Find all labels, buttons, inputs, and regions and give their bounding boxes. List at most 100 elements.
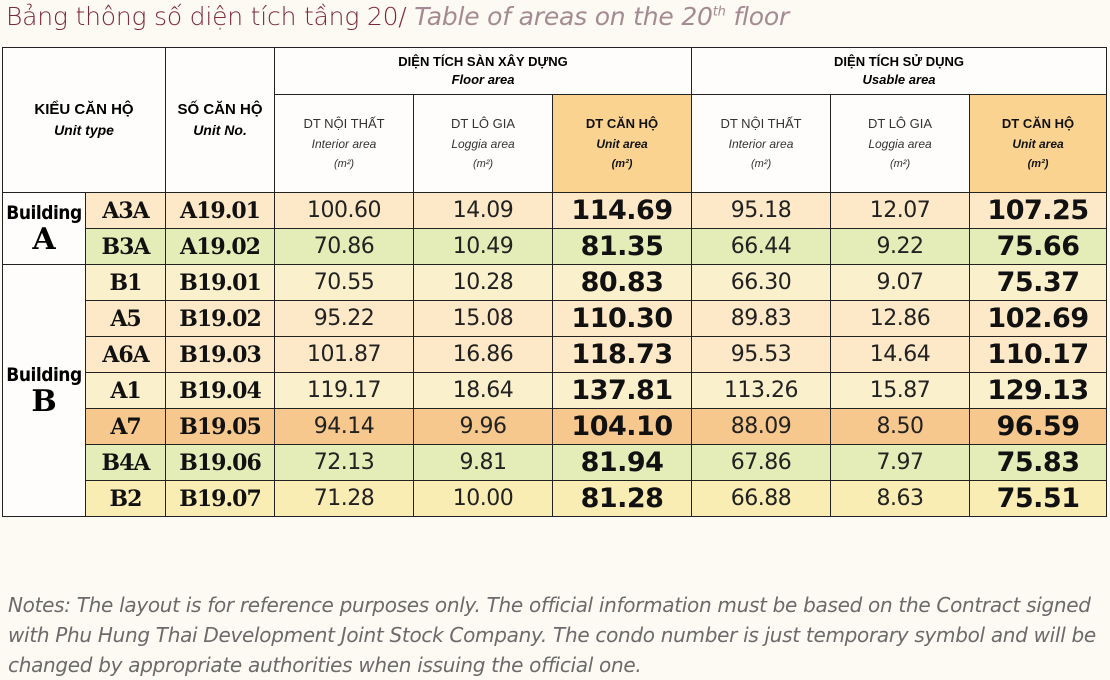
header-usable-interior: DT NỘI THẤT Interior area (m²) (691, 94, 832, 193)
building-letter: B (31, 383, 57, 419)
floor-unit-area-cell: 81.28 (552, 480, 693, 517)
usable-interior-cell: 67.86 (691, 444, 832, 481)
header-unit-type: KIỂU CĂN HỘ Unit type (1, 47, 167, 193)
table-row: A6A B19.03 101.87 16.86 118.73 95.53 14.… (3, 336, 1108, 373)
usable-unit-area-cell: 102.69 (969, 300, 1108, 337)
header-usable-loggia: DT LÔ GIA Loggia area (m²) (830, 94, 971, 193)
floor-interior-cell: 72.13 (274, 444, 415, 481)
header-unit-label: (m²) (333, 157, 355, 170)
usable-interior-cell: 95.53 (691, 336, 832, 373)
floor-loggia-cell: 10.28 (413, 264, 554, 301)
area-table: KIỂU CĂN HỘ Unit type SỐ CĂN HỘ Unit No.… (1, 47, 1108, 517)
usable-interior-cell: 89.83 (691, 300, 832, 337)
title-en: Table of areas on the 20th floor (414, 2, 789, 31)
floor-loggia-cell: 15.08 (413, 300, 554, 337)
building-label: Building (6, 201, 82, 224)
unit-type-cell: A1 (84, 372, 167, 409)
header-label-vi: DT CĂN HỘ (585, 115, 659, 131)
header-floor-unit-area: DT CĂN HỘ Unit area (m²) (552, 94, 693, 193)
header-unit-no: SỐ CĂN HỘ Unit No. (165, 47, 276, 193)
header-label-en: Unit area (596, 136, 648, 151)
floor-loggia-cell: 10.00 (413, 480, 554, 517)
header-label-en: Interior area (311, 136, 377, 151)
header-unit-label: (m²) (472, 157, 494, 170)
usable-interior-cell: 88.09 (691, 408, 832, 445)
header-floor-area-en: Floor area (451, 72, 515, 87)
usable-interior-cell: 66.30 (691, 264, 832, 301)
header-unit-label: (m²) (1027, 157, 1049, 170)
building-b-label: Building B (2, 264, 86, 517)
header-label-en: Loggia area (868, 136, 932, 151)
header-unit-label: (m²) (750, 157, 772, 170)
header-usable-area-vi: DIỆN TÍCH SỬ DỤNG (834, 54, 965, 69)
usable-unit-area-cell: 107.25 (969, 192, 1108, 229)
floor-interior-cell: 70.55 (274, 264, 415, 301)
unit-no-cell: B19.07 (165, 480, 276, 517)
building-a-label: Building A (2, 192, 86, 265)
floor-unit-area-cell: 104.10 (552, 408, 693, 445)
building-label: Building (6, 363, 82, 386)
usable-loggia-cell: 15.87 (830, 372, 971, 409)
title-en-prefix: Table of areas on the 20 (414, 2, 713, 31)
usable-loggia-cell: 12.07 (830, 192, 971, 229)
usable-interior-cell: 66.44 (691, 228, 832, 265)
floor-loggia-cell: 16.86 (413, 336, 554, 373)
table-row: A5 B19.02 95.22 15.08 110.30 89.83 12.86… (3, 300, 1108, 337)
floor-interior-cell: 101.87 (274, 336, 415, 373)
floor-interior-cell: 100.60 (274, 192, 415, 229)
usable-loggia-cell: 12.86 (830, 300, 971, 337)
usable-unit-area-cell: 75.83 (969, 444, 1108, 481)
unit-type-cell: A3A (84, 192, 167, 229)
usable-unit-area-cell: 75.37 (969, 264, 1108, 301)
header-usable-area-en: Usable area (862, 72, 936, 87)
floor-interior-cell: 94.14 (274, 408, 415, 445)
unit-type-cell: B4A (84, 444, 167, 481)
usable-loggia-cell: 14.64 (830, 336, 971, 373)
header-unit-label: (m²) (611, 157, 633, 170)
floor-interior-cell: 119.17 (274, 372, 415, 409)
floor-loggia-cell: 9.96 (413, 408, 554, 445)
header-unit-no-en: Unit No. (193, 122, 247, 138)
header-unit-type-en: Unit type (54, 122, 114, 138)
floor-loggia-cell: 14.09 (413, 192, 554, 229)
unit-type-cell: A7 (84, 408, 167, 445)
unit-no-cell: B19.04 (165, 372, 276, 409)
floor-unit-area-cell: 114.69 (552, 192, 693, 229)
unit-no-cell: B19.02 (165, 300, 276, 337)
header-label-en: Loggia area (451, 136, 515, 151)
title-en-suffix: floor (725, 2, 790, 31)
floor-loggia-cell: 10.49 (413, 228, 554, 265)
usable-loggia-cell: 8.50 (830, 408, 971, 445)
table-row: A1 B19.04 119.17 18.64 137.81 113.26 15.… (3, 372, 1108, 409)
table-row: Building A A3A A19.01 100.60 14.09 114.6… (2, 192, 1108, 265)
unit-type-cell: B1 (84, 264, 167, 301)
floor-loggia-cell: 18.64 (413, 372, 554, 409)
floor-loggia-cell: 9.81 (413, 444, 554, 481)
table-row: A7 B19.05 94.14 9.96 104.10 88.09 8.50 9… (3, 408, 1108, 445)
header-label-vi: DT NỘI THẤT (303, 115, 385, 131)
header-floor-interior: DT NỘI THẤT Interior area (m²) (274, 94, 415, 193)
floor-unit-area-cell: 80.83 (552, 264, 693, 301)
header-label-en: Unit area (1012, 136, 1064, 151)
table-row: B2 B19.07 71.28 10.00 81.28 66.88 8.63 7… (3, 480, 1108, 517)
unit-no-cell: A19.01 (165, 192, 276, 229)
usable-unit-area-cell: 75.51 (969, 480, 1108, 517)
usable-interior-cell: 113.26 (691, 372, 832, 409)
floor-interior-cell: 71.28 (274, 480, 415, 517)
floor-unit-area-cell: 137.81 (552, 372, 693, 409)
unit-type-cell: A6A (84, 336, 167, 373)
usable-unit-area-cell: 110.17 (969, 336, 1108, 373)
page-title: Bảng thông số diện tích tầng 20/ Table o… (6, 2, 789, 40)
header-label-vi: DT NỘI THẤT (720, 115, 802, 131)
usable-interior-cell: 66.88 (691, 480, 832, 517)
usable-interior-cell: 95.18 (691, 192, 832, 229)
unit-type-cell: B2 (84, 480, 167, 517)
header-unit-label: (m²) (889, 157, 911, 170)
usable-unit-area-cell: 75.66 (969, 228, 1108, 265)
header-unit-no-vi: SỐ CĂN HỘ (177, 101, 263, 118)
header-floor-loggia: DT LÔ GIA Loggia area (m²) (413, 94, 554, 193)
header-usable-unit-area: DT CĂN HỘ Unit area (m²) (969, 94, 1108, 193)
floor-unit-area-cell: 81.35 (552, 228, 693, 265)
unit-no-cell: B19.03 (165, 336, 276, 373)
header-floor-area-vi: DIỆN TÍCH SÀN XÂY DỰNG (398, 54, 568, 69)
